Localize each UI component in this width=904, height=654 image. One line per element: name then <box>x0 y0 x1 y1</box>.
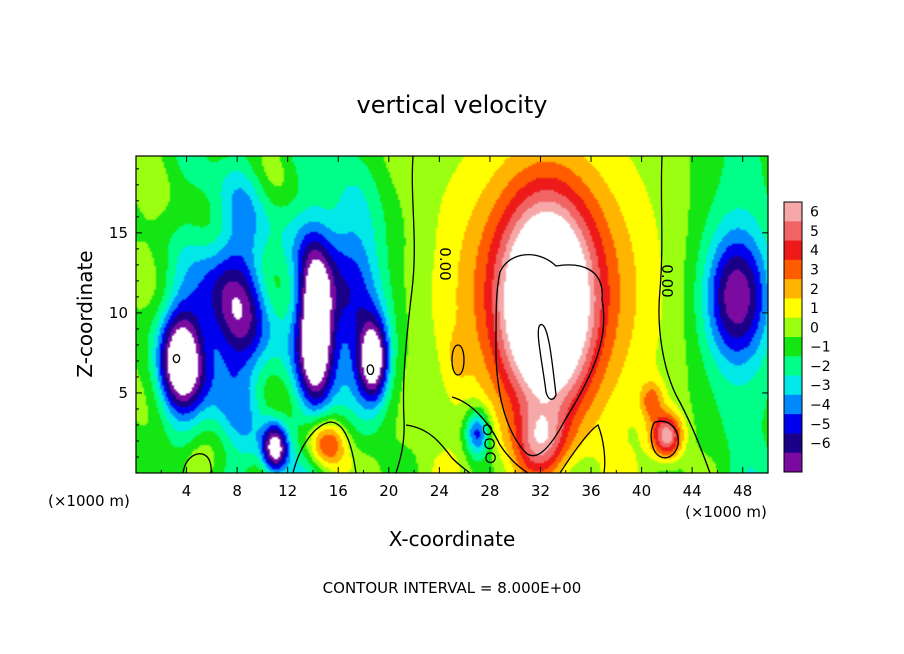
colorbar-label: 2 <box>810 282 819 298</box>
y-tick-label: 10 <box>109 304 128 322</box>
contour-line <box>451 396 529 473</box>
x-tick-label: 32 <box>531 482 550 500</box>
x-tick-label: 24 <box>430 482 449 500</box>
x-tick-label: 44 <box>683 482 702 500</box>
colorbar-segment <box>784 356 802 377</box>
contour-line <box>495 254 605 457</box>
x-tick-label: 28 <box>480 482 499 500</box>
colorbar-segment <box>784 433 802 454</box>
contour-line <box>451 344 465 376</box>
contour-line <box>172 354 181 364</box>
colorbar-label: −6 <box>810 436 831 452</box>
x-tick-label: 4 <box>182 482 192 500</box>
colorbar-label: 3 <box>810 263 819 279</box>
colorbar-label: −3 <box>810 378 831 394</box>
colorbar-segment <box>784 259 802 280</box>
y-tick-label: 15 <box>109 224 128 242</box>
contour-interval-note: CONTOUR INTERVAL = 8.000E+00 <box>323 579 582 597</box>
contour-line <box>559 424 606 473</box>
contour-line <box>292 421 357 473</box>
colorbar-label: −4 <box>810 398 831 414</box>
contour-line <box>650 420 679 459</box>
x-tick-label: 12 <box>278 482 297 500</box>
colorbar-frame <box>783 201 803 473</box>
plot-area: 0.00 0.00 <box>136 156 768 473</box>
zero-contours <box>172 156 711 473</box>
velocity-heatmap <box>136 156 768 473</box>
colorbar-label: −1 <box>810 340 831 356</box>
colorbar-segment <box>784 279 802 299</box>
colorbar-label: 4 <box>810 243 819 259</box>
colorbar-label: −2 <box>810 359 831 375</box>
y-tick-label: 5 <box>118 384 128 402</box>
colorbar-segment <box>784 337 802 357</box>
colorbar-segment <box>784 202 802 222</box>
colorbar-segment <box>784 221 802 242</box>
plot-frame <box>135 155 769 474</box>
contour-line <box>405 424 471 473</box>
x-axis: 4 8 12 16 20 24 28 32 36 40 44 48 <box>160 156 752 500</box>
x-tick-label: 36 <box>581 482 600 500</box>
colorbar-label: −5 <box>810 417 831 433</box>
chart-title: vertical velocity <box>357 91 548 119</box>
contour-line <box>485 452 496 464</box>
x-axis-label: X-coordinate <box>389 527 516 551</box>
contour-label-right: 0.00 <box>658 264 676 297</box>
colorbar-segment <box>784 298 802 319</box>
x-tick-label: 16 <box>329 482 348 500</box>
colorbar-label: 1 <box>810 301 819 317</box>
y-axis-label: Z-coordinate <box>73 250 97 377</box>
colorbar-label: 0 <box>810 320 819 336</box>
colorbar-segment <box>784 394 802 415</box>
contour-line <box>395 156 415 473</box>
x-unit-left: (×1000 m) <box>48 492 130 510</box>
y-axis: 5 10 15 <box>109 168 768 458</box>
contour-line <box>658 156 711 473</box>
contour-line <box>182 453 212 473</box>
x-tick-label: 48 <box>733 482 752 500</box>
colorbar-label: 5 <box>810 224 819 240</box>
colorbar-segment <box>784 414 802 434</box>
contour-label-left: 0.00 <box>436 247 454 280</box>
colorbar-segment <box>784 317 802 338</box>
x-tick-label: 40 <box>632 482 651 500</box>
colorbar-segment <box>784 375 802 396</box>
contour-labels: 0.00 0.00 <box>436 247 676 297</box>
colorbar-label: 6 <box>810 205 819 221</box>
x-tick-label: 8 <box>232 482 242 500</box>
contour-line <box>484 438 495 450</box>
colorbar: 6 5 4 3 2 1 0 −1 −2 −3 −4 −5 −6 <box>783 201 831 473</box>
contour-line <box>537 324 557 400</box>
colorbar-segment <box>784 240 802 261</box>
x-tick-label: 20 <box>379 482 398 500</box>
x-unit-right: (×1000 m) <box>685 503 767 521</box>
colorbar-segment <box>784 452 802 473</box>
contour-line <box>482 424 493 436</box>
contour-line <box>366 364 375 376</box>
